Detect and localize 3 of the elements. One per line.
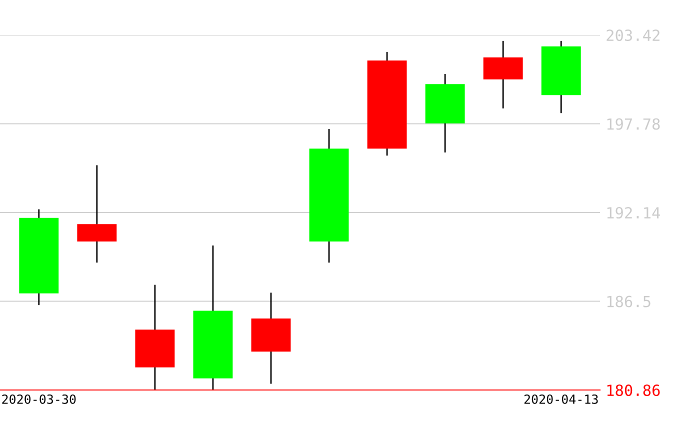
- x-tick-label: 2020-04-13: [524, 394, 598, 404]
- x-tick-label: 2020-03-30: [2, 394, 76, 404]
- y-tick-label: 180.86: [607, 384, 660, 396]
